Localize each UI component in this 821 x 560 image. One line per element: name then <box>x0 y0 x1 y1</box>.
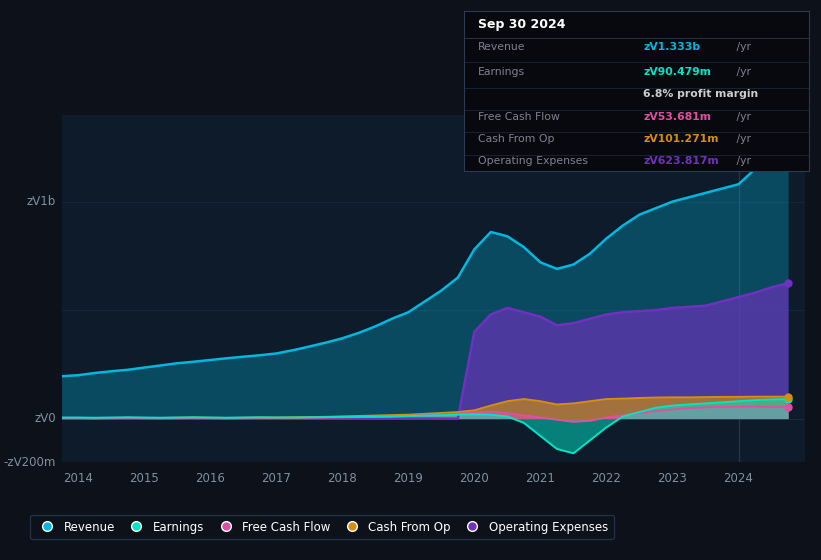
Text: Earnings: Earnings <box>478 67 525 77</box>
Text: zᐯ1b: zᐯ1b <box>26 195 56 208</box>
Text: /yr: /yr <box>733 156 751 166</box>
Text: Revenue: Revenue <box>478 41 525 52</box>
Text: zᐯ623.817m: zᐯ623.817m <box>643 156 719 166</box>
Text: /yr: /yr <box>733 67 751 77</box>
Text: /yr: /yr <box>733 134 751 144</box>
Text: zᐯ101.271m: zᐯ101.271m <box>643 134 718 144</box>
Text: Sep 30 2024: Sep 30 2024 <box>478 17 565 31</box>
Text: -zᐯ200m: -zᐯ200m <box>3 455 56 469</box>
Text: zᐯ53.681m: zᐯ53.681m <box>643 112 711 122</box>
Text: Cash From Op: Cash From Op <box>478 134 554 144</box>
Text: /yr: /yr <box>733 112 751 122</box>
Legend: Revenue, Earnings, Free Cash Flow, Cash From Op, Operating Expenses: Revenue, Earnings, Free Cash Flow, Cash … <box>30 515 613 539</box>
Text: Operating Expenses: Operating Expenses <box>478 156 588 166</box>
Text: zᐯ0: zᐯ0 <box>34 412 56 425</box>
Text: /yr: /yr <box>733 41 751 52</box>
Text: zᐯ1.333b: zᐯ1.333b <box>643 41 700 52</box>
Text: 6.8% profit margin: 6.8% profit margin <box>643 90 759 100</box>
Text: Free Cash Flow: Free Cash Flow <box>478 112 560 122</box>
Text: zᐯ90.479m: zᐯ90.479m <box>643 67 711 77</box>
